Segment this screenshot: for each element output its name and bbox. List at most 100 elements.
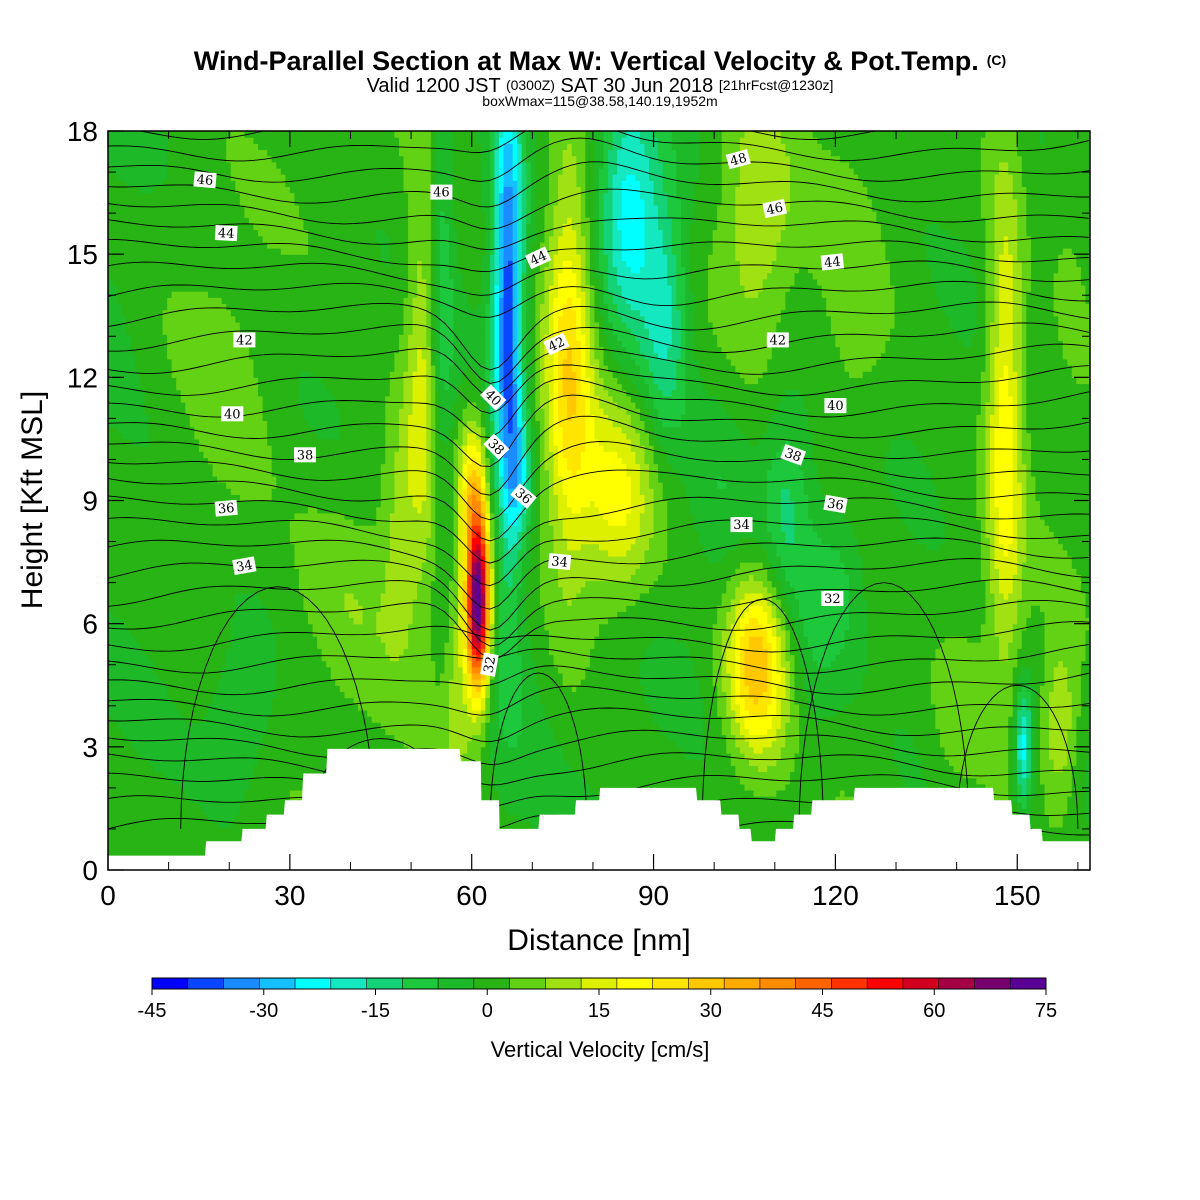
w-cell: [108, 149, 114, 157]
w-cell: [221, 734, 227, 742]
w-cell: [135, 746, 141, 754]
w-cell: [198, 543, 205, 551]
w-cell: [112, 260, 118, 268]
w-cell: [108, 611, 114, 619]
w-cell: [248, 229, 255, 237]
w-cell: [112, 592, 118, 600]
w-cell: [235, 284, 241, 292]
w-cell: [167, 291, 173, 298]
w-cell: [139, 722, 145, 729]
w-cell: [276, 746, 282, 754]
w-cell: [208, 143, 214, 151]
w-cell: [194, 426, 200, 434]
w-cell: [139, 500, 145, 508]
w-cell: [153, 315, 159, 323]
w-cell: [121, 629, 127, 637]
w-cell: [239, 278, 245, 286]
w-cell: [162, 371, 168, 378]
w-cell: [203, 278, 209, 286]
w-cell: [112, 389, 118, 397]
w-cell: [276, 389, 282, 397]
w-cell: [208, 635, 214, 643]
w-cell: [221, 340, 227, 348]
w-cell: [280, 143, 286, 151]
w-cell: [108, 328, 114, 335]
w-cell: [148, 229, 155, 237]
w-cell: [162, 679, 168, 686]
w-cell: [248, 475, 255, 483]
w-cell: [244, 291, 250, 298]
w-cell: [285, 315, 291, 323]
w-cell: [126, 315, 132, 323]
w-cell: [176, 826, 182, 834]
w-cell: [176, 580, 182, 588]
w-cell: [235, 642, 241, 649]
w-cell: [171, 802, 177, 810]
w-cell: [212, 358, 218, 366]
w-cell: [244, 672, 250, 680]
w-cell: [135, 408, 141, 415]
w-cell: [135, 537, 141, 545]
w-cell: [198, 334, 205, 341]
w-cell: [212, 746, 218, 754]
w-cell: [289, 272, 295, 280]
w-cell: [208, 759, 214, 766]
w-cell: [212, 420, 218, 428]
w-cell: [230, 266, 236, 274]
w-cell: [235, 531, 241, 539]
w-cell: [276, 266, 282, 274]
w-cell: [162, 426, 168, 434]
w-cell: [185, 475, 191, 483]
w-cell: [194, 438, 200, 446]
w-cell: [212, 765, 218, 773]
w-cell: [139, 383, 145, 391]
w-cell: [180, 648, 186, 656]
w-cell: [239, 808, 245, 816]
w-cell: [244, 580, 250, 588]
w-cell: [139, 475, 145, 483]
w-cell: [148, 549, 155, 557]
w-cell: [258, 537, 264, 545]
w-cell: [267, 278, 273, 286]
w-cell: [135, 506, 141, 514]
w-cell: [217, 278, 223, 286]
w-cell: [221, 642, 227, 649]
w-cell: [162, 346, 168, 354]
w-cell: [144, 697, 150, 705]
w-cell: [203, 463, 209, 471]
w-cell: [139, 266, 145, 274]
w-cell: [294, 771, 300, 779]
w-cell: [267, 463, 273, 471]
w-cell: [230, 346, 236, 354]
w-cell: [289, 666, 295, 674]
w-cell: [167, 771, 173, 779]
w-cell: [167, 740, 173, 748]
w-cell: [212, 297, 218, 305]
w-cell: [158, 691, 164, 699]
w-cell: [253, 383, 259, 391]
w-cell: [221, 358, 227, 366]
w-cell: [167, 174, 173, 181]
w-cell: [148, 623, 155, 631]
w-cell: [262, 506, 268, 514]
w-cell: [139, 463, 145, 471]
w-cell: [171, 186, 177, 194]
w-cell: [276, 697, 282, 705]
w-cell: [280, 771, 286, 779]
w-cell: [208, 826, 214, 834]
w-cell: [267, 334, 273, 341]
w-cell: [285, 555, 291, 563]
w-cell: [244, 272, 250, 280]
w-cell: [271, 562, 277, 569]
w-cell: [208, 217, 214, 224]
w-cell: [289, 543, 295, 551]
w-cell: [117, 549, 123, 557]
w-cell: [130, 389, 136, 397]
w-cell: [289, 315, 295, 323]
w-cell: [258, 814, 264, 822]
w-cell: [276, 716, 282, 723]
w-cell: [185, 506, 191, 514]
w-cell: [108, 377, 114, 385]
w-cell: [148, 648, 155, 656]
w-cell: [135, 543, 141, 551]
